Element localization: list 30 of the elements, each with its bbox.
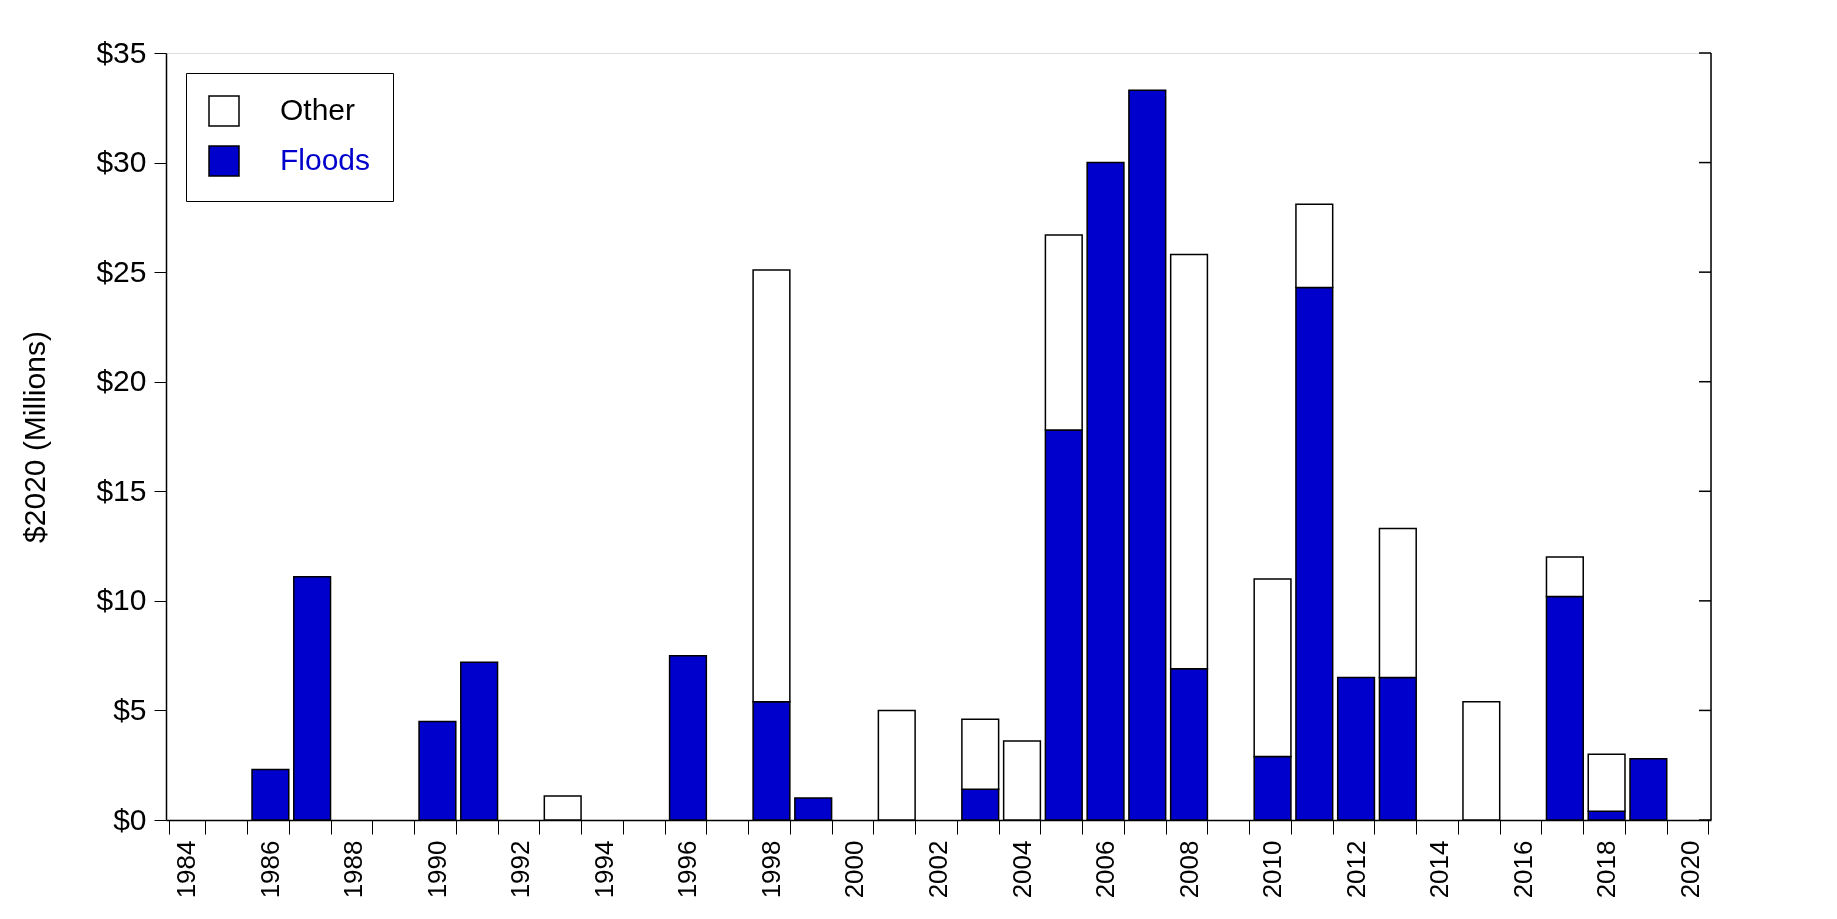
legend-label: Other: [280, 93, 356, 126]
x-tick-label: 1996: [672, 840, 703, 899]
y-tick-label: $35: [96, 35, 147, 69]
y-tick-label: $15: [96, 473, 147, 507]
x-tick-label: 2004: [1006, 840, 1037, 899]
y-tick-label: $20: [96, 364, 147, 398]
y-tick-label: $30: [96, 145, 147, 179]
x-tick-label: 1994: [588, 840, 619, 899]
x-tick-label: 2020: [1674, 840, 1705, 899]
x-tick-label: 2012: [1340, 840, 1371, 899]
legend-label: Floods: [280, 143, 371, 176]
x-tick-label: 2000: [839, 840, 870, 899]
x-tick-label: 2018: [1591, 840, 1622, 899]
x-tick-label: 2016: [1507, 840, 1538, 899]
x-tick-label: 1984: [171, 840, 202, 899]
y-tick-label: $25: [96, 254, 147, 288]
x-tick-label: 2008: [1173, 840, 1204, 899]
y-axis-title: $2020 (Millions): [18, 331, 52, 543]
x-tick-label: 2002: [923, 840, 953, 899]
x-tick-label: 1988: [338, 840, 369, 899]
x-tick-label: 1992: [505, 840, 536, 899]
y-tick-label: $10: [96, 583, 147, 617]
x-tick-label: 2010: [1257, 840, 1288, 899]
y-tick-label: $5: [113, 692, 147, 726]
x-tick-label: 1986: [254, 840, 285, 899]
x-tick-label: 1998: [755, 840, 786, 899]
x-tick-label: 2014: [1424, 840, 1455, 899]
y-tick-label: $0: [113, 802, 147, 836]
x-tick-label: 2006: [1090, 840, 1121, 899]
x-tick-label: 1990: [421, 840, 452, 899]
